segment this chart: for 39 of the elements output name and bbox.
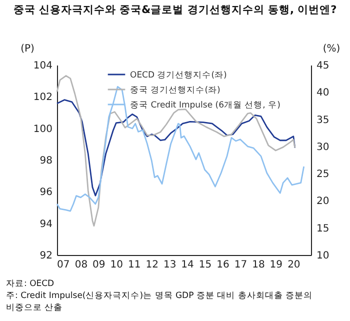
x-tick-label: 12 (146, 260, 158, 270)
y-tick-label: 104 (33, 60, 52, 72)
y-tick-label: 92 (40, 250, 52, 262)
y2-tick-label: 15 (316, 223, 330, 234)
text: 자료: OECD (6, 279, 55, 289)
x-tick-label: 14 (181, 260, 194, 270)
x-tick-label: 15 (198, 260, 212, 270)
line-series (56, 86, 305, 212)
y-tick-label: 98 (40, 156, 52, 166)
x-tick-label: 10 (110, 260, 123, 270)
y2-tick-label: 30 (316, 142, 330, 153)
x-tick-label: 16 (216, 260, 230, 270)
x-tick-label: 20 (288, 260, 300, 270)
x-tick-label: 07 (57, 260, 70, 270)
x-tick-label: 19 (270, 260, 283, 270)
x-tick-label: 11 (128, 260, 141, 270)
x-tick-label: 09 (92, 260, 106, 270)
y-axis-title: (P) (20, 44, 35, 54)
y2-tick-label: 10 (316, 250, 330, 262)
legend-label: OECD 경기선행지수(좌) (130, 70, 227, 80)
y-tick-label: 94 (40, 218, 52, 230)
y-tick-label: 100 (33, 124, 52, 135)
chart-title: 중국 신용자극지수와 중국&글로벌 경기선행지수의 동행, 이번엔? (13, 4, 337, 16)
y-tick-label: 96 (40, 187, 52, 198)
y2-axis-title: (%) (322, 44, 340, 54)
y2-tick-label: 40 (316, 88, 330, 99)
text: 주: Credit Impulse(신용자극지수)는 명목 GDP 증분 대비 총사회대출 증분의 비중으로 산출 (6, 291, 313, 313)
y-tick-label: 102 (33, 92, 52, 104)
x-tick-label: 08 (74, 260, 88, 270)
x-tick-label: 18 (252, 260, 265, 270)
y2-tick-label: 25 (316, 169, 330, 180)
y2-tick-label: 45 (316, 60, 330, 72)
x-tick-label: 13 (163, 260, 176, 270)
x-tick-label: 17 (234, 260, 248, 270)
y2-tick-label: 35 (316, 114, 330, 126)
line-series (56, 99, 296, 196)
legend-label: 중국 Credit Impulse (6개월 선행, 우) (130, 100, 280, 110)
legend-label: 중국 경기선행지수(좌) (130, 86, 220, 96)
y2-tick-label: 20 (316, 196, 330, 208)
